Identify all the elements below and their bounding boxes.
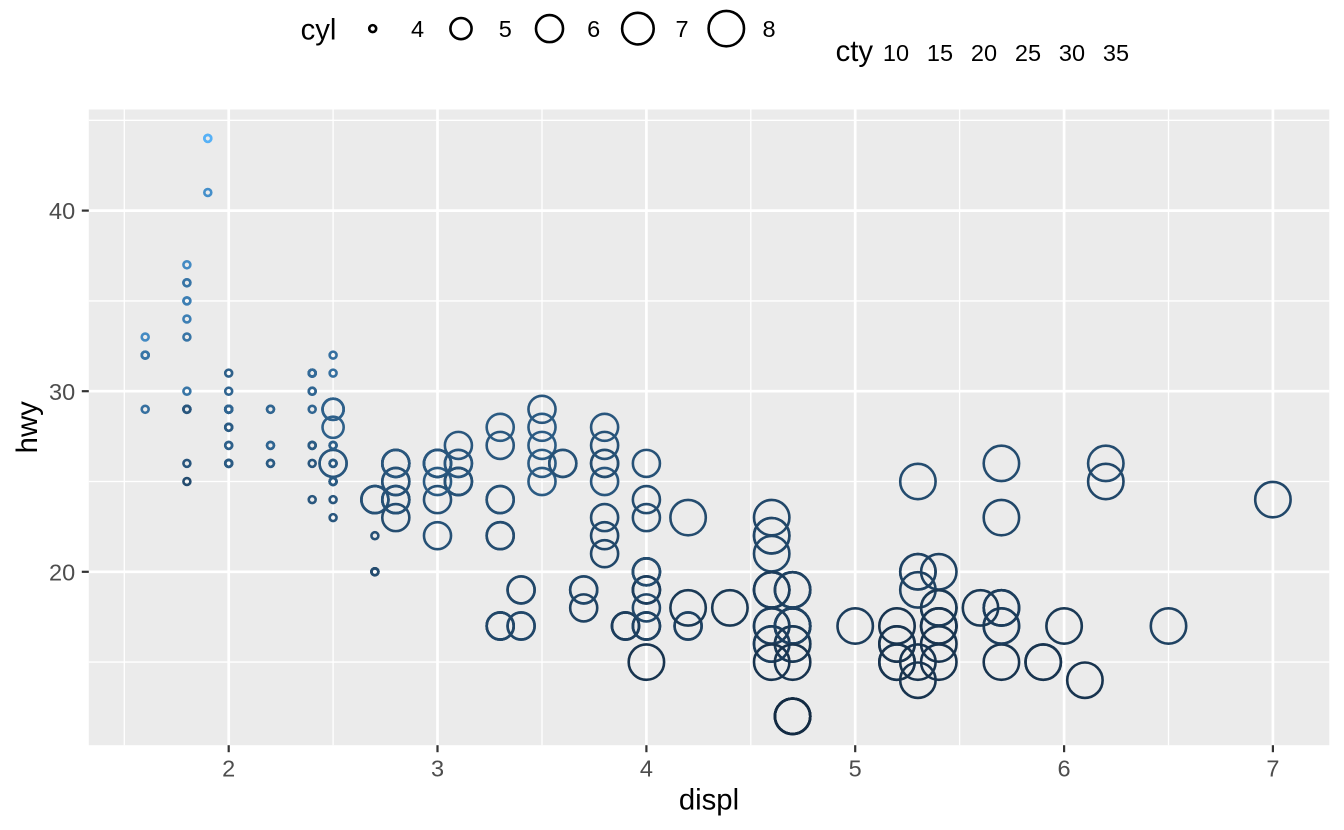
svg-text:cyl: cyl (301, 14, 337, 47)
svg-text:hwy: hwy (11, 401, 44, 453)
svg-text:35: 35 (1103, 40, 1129, 66)
svg-text:3: 3 (431, 755, 444, 781)
svg-text:7: 7 (1266, 755, 1279, 781)
svg-text:7: 7 (675, 16, 688, 42)
svg-text:25: 25 (1015, 40, 1041, 66)
svg-text:10: 10 (883, 40, 909, 66)
svg-text:5: 5 (849, 755, 862, 781)
svg-text:displ: displ (679, 784, 739, 817)
svg-text:6: 6 (587, 16, 600, 42)
svg-text:15: 15 (927, 40, 953, 66)
svg-text:20: 20 (49, 559, 75, 585)
svg-text:40: 40 (49, 198, 75, 224)
svg-text:20: 20 (971, 40, 997, 66)
svg-text:cty: cty (836, 35, 874, 68)
svg-text:8: 8 (762, 16, 775, 42)
svg-text:6: 6 (1058, 755, 1071, 781)
svg-text:2: 2 (222, 755, 235, 781)
svg-text:30: 30 (49, 379, 75, 405)
svg-text:4: 4 (411, 16, 424, 42)
svg-text:5: 5 (499, 16, 512, 42)
svg-text:4: 4 (640, 755, 653, 781)
svg-text:30: 30 (1059, 40, 1085, 66)
